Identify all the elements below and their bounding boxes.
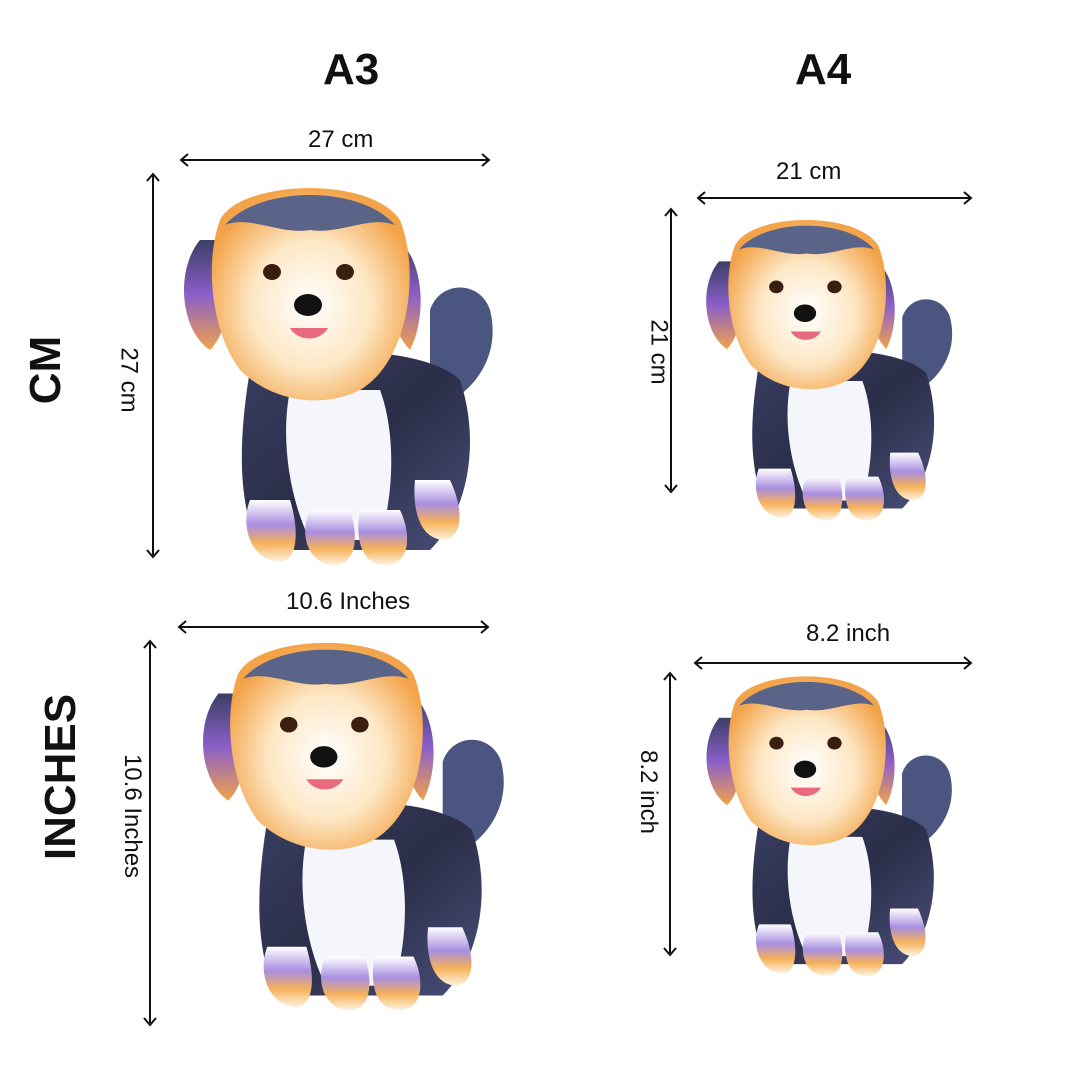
a4-cm-width-label: 21 cm [776, 158, 842, 185]
a4-inches-height-arrow [669, 675, 671, 953]
a3-cm-width-arrow [182, 159, 488, 161]
a3-cm-height-arrow [152, 175, 154, 555]
dog-illustration-icon [703, 670, 958, 980]
a3-inches-width-label: 10.6 Inches [286, 588, 411, 615]
dog-illustration-icon [195, 635, 515, 1015]
dog-illustration-icon [703, 210, 958, 528]
a3-inches-height-arrow [149, 642, 151, 1023]
column-header-a3: A3 [323, 45, 380, 94]
row-header-cm: CM [21, 335, 71, 405]
a3-cm-width-label: 27 cm [308, 126, 374, 153]
a4-inches-width-label: 8.2 inch [806, 620, 891, 647]
a3-inches-width-arrow [180, 626, 487, 628]
a4-cm-width-arrow [699, 197, 970, 199]
a3-cm-height-label: 27 cm [115, 347, 143, 413]
a4-inches-height-label: 8.2 inch [635, 749, 663, 835]
a4-cm-height-label: 21 cm [645, 319, 673, 385]
a4-inches-width-arrow [696, 662, 970, 664]
row-header-inches: INCHES [36, 693, 86, 861]
a4-cm-height-arrow [670, 210, 672, 490]
a3-inches-height-label: 10.6 Inches [119, 753, 147, 879]
column-header-a4: A4 [795, 45, 852, 94]
dog-illustration-icon [180, 180, 500, 570]
